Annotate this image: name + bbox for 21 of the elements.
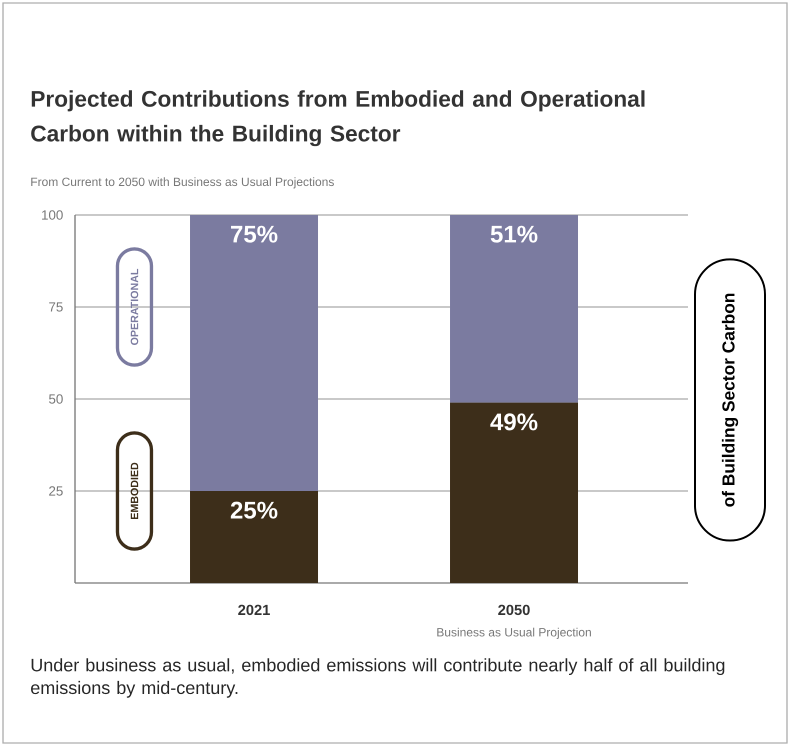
bar: [190, 490, 318, 583]
bar: [190, 214, 318, 491]
x-tick-label: 2050: [498, 604, 530, 616]
legend-label: OPERATIONAL: [130, 268, 138, 345]
bar: [450, 402, 578, 583]
legend-label: EMBODIED: [130, 462, 138, 520]
y-axis-title: of Building Sector Carbon: [722, 294, 738, 507]
x-tick-label: 2021: [238, 604, 270, 616]
y-tick-label: 100: [42, 210, 63, 220]
data-label: 75%: [231, 226, 278, 243]
data-label: 25%: [230, 502, 278, 519]
bar: [450, 214, 578, 403]
data-label: 51%: [490, 226, 538, 243]
chart-subtitle: From Current to 2050 with Business as Usual Projections: [31, 177, 334, 188]
text: Business as Usual Projection: [437, 628, 591, 639]
text: Under business as usual, embodied emissions will contribute nearly half of all building emissions by mid-century.: [31, 658, 724, 698]
chart-title: Projected Contributions from Embodied and Operational Carbon within the Building Sector: [31, 90, 644, 146]
y-tick-label: 75: [49, 302, 63, 312]
y-tick-label: 25: [49, 486, 63, 496]
data-label: 49%: [490, 413, 538, 430]
y-tick-label: 50: [49, 394, 63, 404]
